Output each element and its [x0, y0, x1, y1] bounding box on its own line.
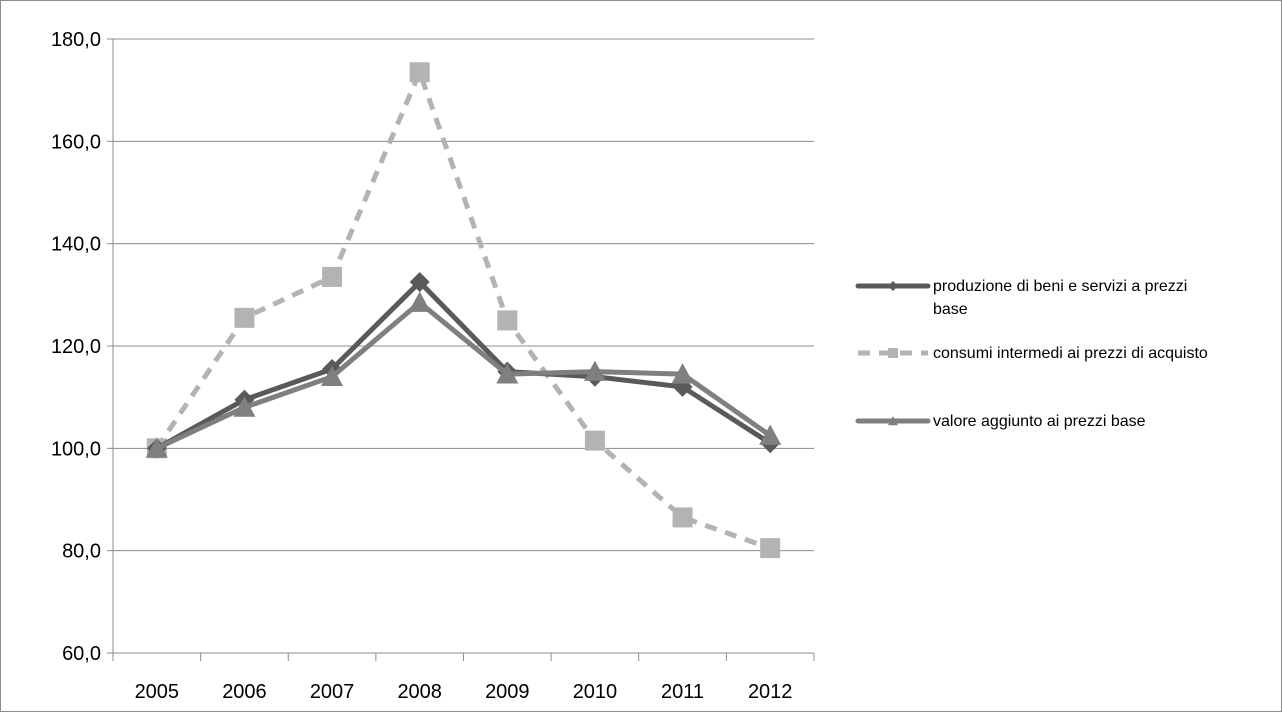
y-tick-label: 120,0: [51, 336, 101, 358]
data-point: [760, 538, 781, 559]
x-tick-label: 2006: [222, 681, 267, 703]
legend-item: consumi intermedi ai prezzi di acquisto: [858, 345, 1208, 362]
legend-item: produzione di beni e servizi a prezzi bas…: [855, 278, 1187, 318]
legend-label: produzione di beni e servizi a prezzi bas…: [933, 278, 1187, 318]
data-point: [409, 62, 430, 83]
series-line: [154, 279, 773, 451]
legend-item: valore aggiunto ai prezzi base: [855, 413, 1146, 430]
y-tick-label: 140,0: [51, 234, 101, 256]
x-tick-label: 2009: [485, 681, 530, 703]
gridlines: [113, 38, 814, 552]
legend-marker: [888, 281, 898, 291]
series-layer: [145, 62, 782, 559]
y-tick-label: 160,0: [51, 131, 101, 153]
series-line: [154, 69, 772, 551]
x-tick-label: 2010: [573, 681, 618, 703]
legend-label: valore aggiunto ai prezzi base: [933, 413, 1146, 430]
series-0: [146, 272, 781, 459]
data-point: [145, 437, 168, 458]
data-point: [233, 396, 256, 417]
legend-label: consumi intermedi ai prezzi di acquisto: [933, 345, 1208, 362]
data-point: [408, 291, 431, 312]
x-tick-label: 2005: [135, 681, 180, 703]
data-point: [497, 310, 518, 331]
data-point: [496, 363, 519, 384]
y-tick-label: 100,0: [51, 438, 101, 460]
x-tick-label: 2011: [661, 681, 704, 703]
data-point: [409, 272, 430, 293]
legend-marker: [888, 348, 898, 358]
data-point: [584, 430, 605, 451]
data-point: [672, 507, 693, 528]
data-point: [671, 363, 694, 384]
y-tick-label: 80,0: [62, 541, 101, 563]
data-point: [234, 307, 255, 328]
data-point: [759, 424, 782, 445]
y-tick-label: 60,0: [62, 643, 101, 665]
data-point: [322, 266, 343, 287]
y-tick-label: 180,0: [51, 29, 101, 51]
x-tick-label: 2012: [748, 681, 793, 703]
legend: produzione di beni e servizi a prezzi bas…: [855, 278, 1208, 430]
axes: 60,0 80,0 100,0 120,0 140,0 160,0 180,0 2005 200…: [51, 29, 815, 703]
x-tick-label: 2008: [397, 681, 442, 703]
series-2: [145, 291, 782, 458]
data-point: [583, 360, 606, 381]
legend-marker: [888, 416, 898, 426]
data-point: [321, 365, 344, 387]
series-1: [146, 62, 781, 559]
series-line: [154, 300, 773, 451]
x-tick-label: 2007: [310, 681, 355, 703]
